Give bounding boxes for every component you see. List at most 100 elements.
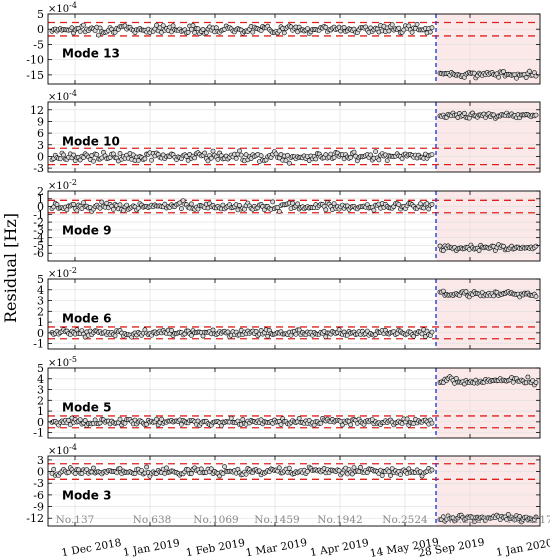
data-point [281, 30, 287, 36]
data-point [471, 519, 477, 525]
data-point [276, 465, 282, 471]
x-date-label: 1 Jan 2019 [122, 537, 181, 557]
data-point [177, 200, 183, 206]
y-tick-label: 5 [37, 8, 44, 21]
data-point [233, 155, 239, 161]
data-point [154, 22, 159, 28]
data-point [74, 208, 80, 214]
y-tick-label: 5 [37, 362, 44, 375]
data-points [49, 198, 539, 253]
data-point [77, 28, 83, 34]
panel-mode-3: 30-3-6-9-12 ×10-4 Mode 3 [26, 443, 541, 527]
data-point [220, 202, 226, 208]
data-point [64, 207, 70, 213]
y-tick-label: -6 [33, 489, 44, 502]
y-scale-exponent: ×10-4 [48, 443, 77, 457]
data-point [440, 248, 446, 253]
y-tick-label: -1 [33, 208, 44, 221]
y-tick-label: 6 [37, 127, 44, 140]
data-point [368, 152, 373, 158]
data-point [396, 202, 402, 207]
data-point [409, 29, 415, 35]
data-point [396, 25, 402, 31]
x-date-label: 1 Dec 2018 [61, 537, 123, 557]
y-tick-label: -2 [33, 216, 44, 229]
data-point [290, 200, 295, 206]
y-tick-label: -9 [33, 501, 44, 514]
x-date-label: 1 Mar 2019 [245, 537, 308, 557]
data-point [336, 468, 342, 474]
scale-power: -4 [69, 443, 77, 452]
y-tick-label: 0 [37, 201, 44, 214]
data-point [205, 158, 211, 164]
data-point [386, 469, 392, 474]
scale-base: ×10 [48, 92, 69, 103]
data-point [215, 156, 221, 162]
data-point [192, 30, 198, 36]
data-point [135, 205, 141, 211]
data-points [49, 288, 539, 340]
data-point [371, 207, 377, 213]
data-point [285, 152, 290, 158]
data-point [461, 110, 467, 116]
data-point [429, 329, 435, 335]
data-point [369, 417, 375, 422]
data-point [313, 156, 319, 162]
data-point [527, 68, 532, 74]
data-point [91, 465, 96, 471]
mode-label: Mode 9 [62, 223, 111, 237]
data-point [195, 26, 201, 32]
data-point [111, 151, 116, 157]
data-point [240, 417, 246, 422]
mode-label: Mode 13 [62, 46, 120, 60]
y-tick-label: 0 [37, 150, 44, 163]
data-point [429, 152, 435, 157]
y-tick-label: 12 [30, 104, 44, 117]
y-tick-label: 0 [37, 416, 44, 429]
data-point [293, 331, 299, 337]
data-point [341, 24, 347, 30]
data-point [250, 29, 256, 35]
data-point [318, 420, 324, 426]
data-point [149, 157, 154, 163]
data-point [81, 200, 86, 205]
scale-base: ×10 [48, 446, 69, 457]
data-point [208, 155, 214, 161]
data-point [117, 466, 123, 471]
data-point [121, 208, 126, 214]
y-tick-label: 3 [37, 139, 44, 152]
y-tick-label: 2 [37, 305, 44, 318]
data-point [185, 157, 191, 163]
scale-power: -4 [69, 1, 77, 10]
data-point [71, 201, 76, 207]
x-axis-labels: No.137 No.638 No.1069 No.1459 No.1942 No.2524… [56, 514, 550, 557]
y-tick-label: -6 [33, 247, 44, 260]
scale-base: ×10 [48, 358, 69, 369]
data-point [200, 333, 206, 339]
y-scale-exponent: ×10-2 [48, 178, 77, 192]
y-axis-label: Residual [Hz] [1, 213, 20, 323]
scale-power: -4 [69, 89, 77, 98]
data-point [253, 328, 259, 334]
data-point [373, 149, 378, 154]
data-point [124, 202, 130, 208]
data-point [348, 422, 354, 428]
data-point [501, 69, 506, 74]
data-point [94, 152, 100, 157]
data-point [339, 422, 345, 428]
data-point [505, 512, 511, 517]
data-point [81, 155, 86, 160]
data-point [419, 331, 425, 337]
data-point [351, 465, 357, 470]
panel-frame [47, 455, 541, 527]
data-point [437, 243, 443, 249]
data-point [258, 28, 264, 34]
data-point [476, 248, 482, 253]
y-tick-label: 0 [37, 466, 44, 479]
post-change-shade [436, 279, 540, 349]
panel-frame [47, 101, 541, 173]
data-point [69, 25, 75, 31]
mode-label: Mode 3 [62, 488, 111, 502]
y-tick-label: -12 [26, 512, 44, 525]
data-point [67, 422, 73, 428]
